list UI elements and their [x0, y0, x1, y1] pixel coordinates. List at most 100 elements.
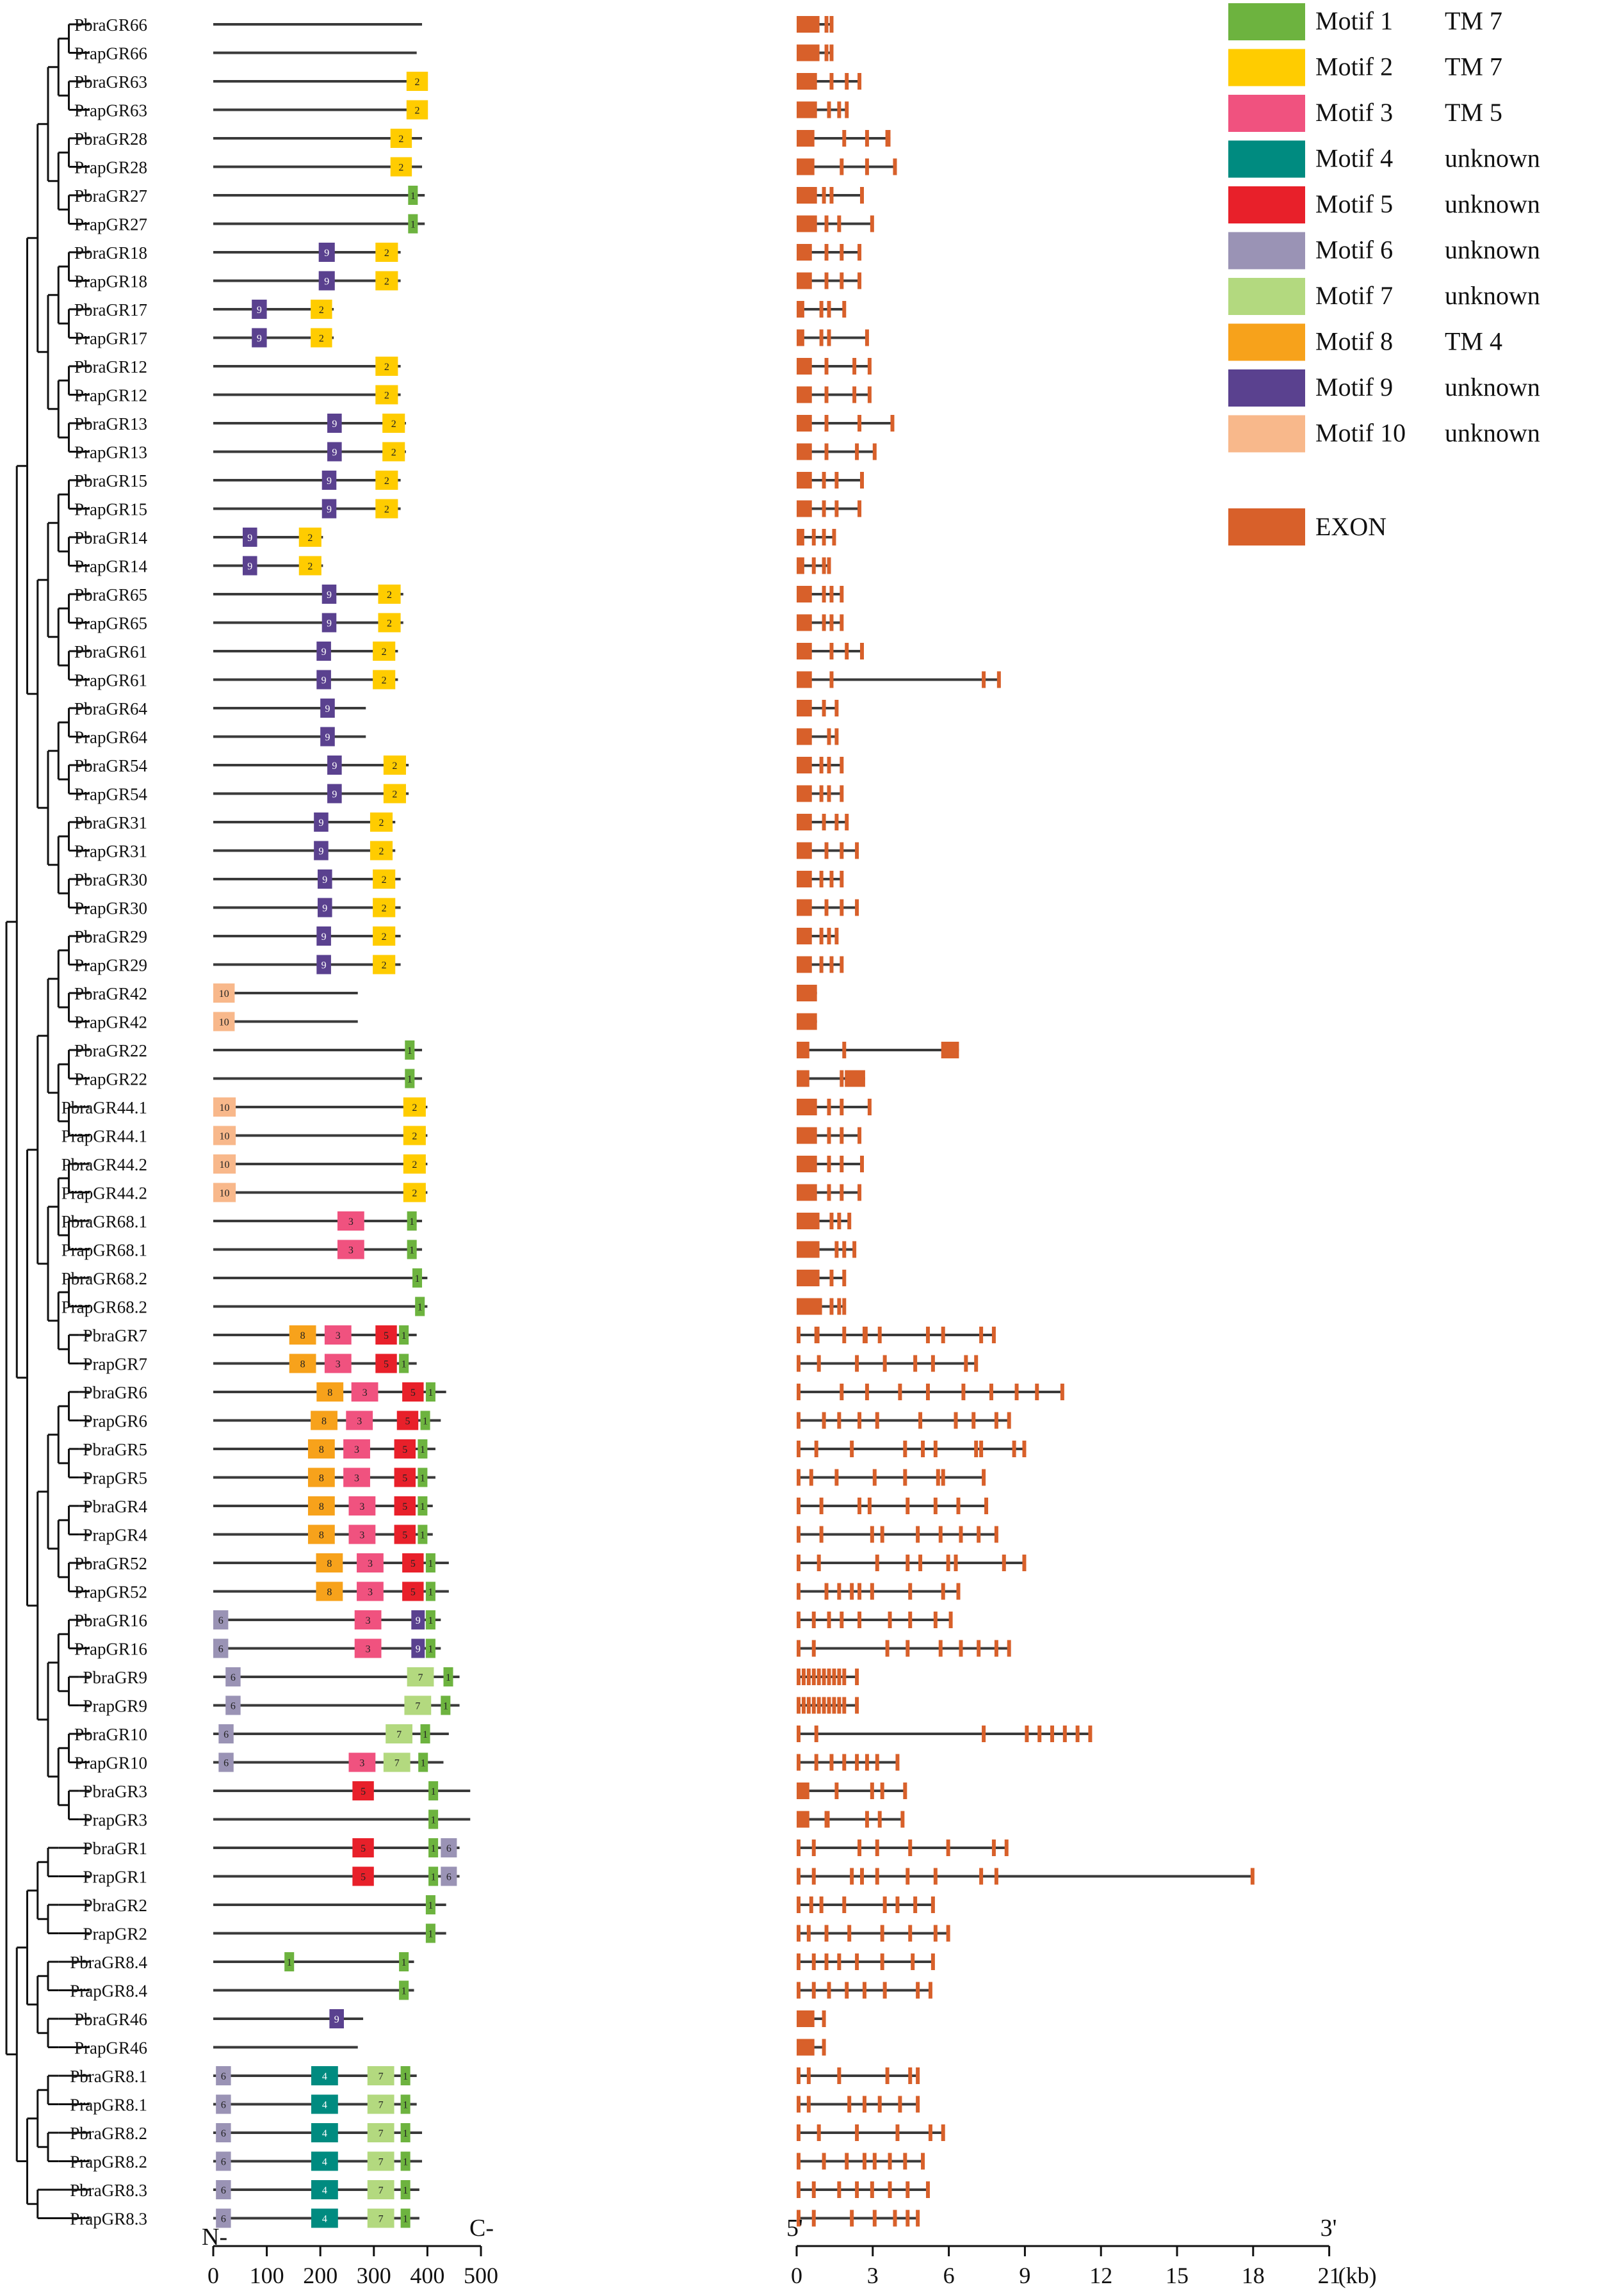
- exon-block: [797, 1213, 820, 1229]
- exon-block: [875, 1555, 879, 1571]
- exon-block: [827, 301, 831, 318]
- exon-block: [809, 1469, 813, 1486]
- exon-block: [822, 558, 826, 574]
- gene-row: PbraGR15 9 2: [74, 471, 864, 490]
- exon-block: [1002, 1555, 1006, 1571]
- gene-name: PrapGR6: [83, 1412, 148, 1431]
- gene-row: PbraGR10 6 7 1: [74, 1724, 1092, 1744]
- exon-block: [855, 444, 859, 460]
- exon-block: [840, 1612, 843, 1628]
- gene-row: PbraGR27 1: [74, 186, 864, 206]
- exon-block: [931, 1355, 935, 1372]
- exon-block: [797, 1042, 809, 1058]
- gene-row: PbraGR28 2: [74, 129, 891, 149]
- exon-block: [881, 1953, 884, 1970]
- motif-box-label: 6: [221, 2214, 226, 2225]
- exon-block: [812, 529, 816, 546]
- motif-legend: Motif 1 TM 7 Motif 2 TM 7 Motif 3 TM 5 Motif 4…: [1228, 3, 1540, 546]
- exon-block: [797, 102, 817, 118]
- exon-block: [825, 358, 829, 375]
- exon-block: [829, 45, 833, 61]
- exon-block: [797, 244, 812, 261]
- gene-name: PrapGR17: [74, 329, 147, 348]
- gene-name: PbraGR14: [74, 528, 147, 547]
- exon-block: [850, 1868, 854, 1885]
- motif-box-label: 9: [332, 448, 337, 458]
- exon-block: [906, 2181, 909, 2198]
- legend-motif-label: Motif 2: [1315, 53, 1393, 81]
- exon-block: [837, 102, 841, 118]
- exon-block: [822, 2153, 826, 2170]
- gene-name: PrapGR22: [74, 1070, 147, 1089]
- exon-block: [840, 900, 843, 916]
- legend-motif-desc: TM 5: [1445, 98, 1502, 127]
- exon-block: [840, 159, 843, 175]
- motif-box-label: 5: [402, 1473, 407, 1484]
- motif-box-label: 1: [287, 1957, 292, 1968]
- exon-block: [829, 586, 833, 602]
- gene-row: PbraGR54 9 2: [74, 756, 843, 775]
- exon-block: [827, 1184, 831, 1201]
- motif-box-label: 1: [403, 2100, 408, 2111]
- motif-box-label: 3: [368, 1558, 373, 1569]
- exon-block: [873, 1469, 877, 1486]
- motif-box-label: 9: [325, 732, 330, 743]
- exon-block: [888, 2153, 892, 2170]
- exon-block: [797, 1754, 800, 1771]
- legend-motif-desc: TM 4: [1445, 327, 1502, 356]
- exon-block: [916, 1526, 920, 1543]
- exon-block: [916, 2210, 920, 2227]
- exon-block: [1251, 1868, 1255, 1885]
- exon-block: [857, 1184, 861, 1201]
- motif-box-label: 2: [412, 1160, 417, 1170]
- motif-box-label: 1: [402, 1330, 407, 1341]
- gene-row: PrapGR22 1: [74, 1069, 865, 1089]
- exon-block: [797, 415, 812, 432]
- gene-name: PrapGR68.1: [61, 1241, 147, 1260]
- exon-block: [822, 2010, 826, 2027]
- motif-box-label: 7: [378, 2157, 384, 2168]
- exon-block: [825, 387, 829, 403]
- motif-box-label: 8: [300, 1330, 305, 1341]
- exon-block: [886, 1640, 890, 1657]
- motif-box-label: 1: [446, 1672, 451, 1683]
- exon-block: [865, 159, 869, 175]
- exon-block: [797, 2124, 800, 2141]
- exon-block: [881, 1526, 884, 1543]
- motif-box-label: 1: [418, 1302, 423, 1313]
- exon-block: [797, 1298, 822, 1315]
- exon-block: [797, 1783, 809, 1799]
- exon-block: [1012, 1441, 1016, 1457]
- exon-block: [855, 1669, 859, 1685]
- exon-block: [797, 1412, 800, 1429]
- exon-block: [797, 2153, 800, 2170]
- motif-box-label: 10: [220, 1131, 230, 1142]
- exon-block: [906, 1640, 909, 1657]
- gene-structure-figure: PbraGR66PrapGR66PbraGR63 2PrapGR63 2PbraGR…: [0, 0, 1601, 2296]
- exon-block: [860, 472, 864, 489]
- motif-box-label: 2: [415, 106, 420, 117]
- exon-block: [829, 643, 833, 659]
- gene-name: PbraGR61: [74, 642, 147, 661]
- motif-box-label: 6: [221, 2100, 226, 2111]
- exon-block: [822, 700, 826, 716]
- exon-block: [797, 1184, 817, 1201]
- exon-block: [855, 1697, 859, 1714]
- exon-block: [860, 1156, 864, 1172]
- gene-row: PrapGR16 6 3 9 1: [74, 1639, 1011, 1659]
- exon-block: [829, 1213, 833, 1229]
- exon-block: [820, 928, 824, 944]
- exon-block: [865, 1384, 869, 1400]
- exon-block: [870, 1583, 874, 1600]
- exon-block: [840, 1071, 843, 1087]
- exon-block: [797, 900, 812, 916]
- exon-block: [827, 1612, 831, 1628]
- exon-block: [989, 1384, 993, 1400]
- motif-box-label: 1: [403, 2071, 408, 2082]
- gene-name: PrapGR18: [74, 272, 147, 291]
- motif-box-label: 10: [219, 989, 229, 999]
- gene-row: PrapGR5 8 3 5 1: [83, 1468, 986, 1488]
- gene-row: PbraGR9 6 7 1: [83, 1667, 859, 1687]
- motif-box-label: 2: [387, 618, 392, 629]
- exon-block: [875, 1754, 879, 1771]
